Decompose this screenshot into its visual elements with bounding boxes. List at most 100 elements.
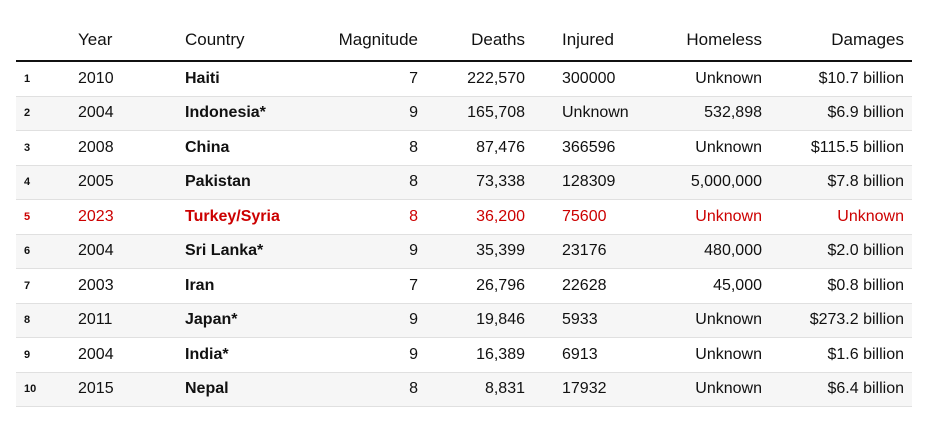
injured-cell: 128309 xyxy=(554,165,650,200)
damages-cell: $10.7 billion xyxy=(770,61,912,97)
table-row: 2 2004 Indonesia* 9 165,708 Unknown 532,898 $6.… xyxy=(16,96,912,131)
rank-cell: 5 xyxy=(16,199,70,235)
deaths-cell: 26,796 xyxy=(426,268,554,304)
table-row: 1 2010 Haiti 7 222,570 300000 Unknown $10.7 bil… xyxy=(16,61,912,97)
column-header: Magnitude xyxy=(300,20,426,62)
rank-cell: 3 xyxy=(16,130,70,166)
magnitude-cell: 7 xyxy=(300,268,426,304)
deaths-cell: 165,708 xyxy=(426,96,554,131)
deaths-cell: 36,200 xyxy=(426,199,554,235)
magnitude-cell: 7 xyxy=(300,61,426,97)
country-cell: Iran xyxy=(177,268,300,304)
magnitude-cell: 8 xyxy=(300,372,426,407)
homeless-cell: Unknown xyxy=(650,199,770,235)
column-header: Country xyxy=(177,20,300,62)
table-body: 1 2010 Haiti 7 222,570 300000 Unknown $10.7 bil… xyxy=(16,61,912,407)
homeless-cell: 45,000 xyxy=(650,268,770,304)
table-row: 10 2015 Nepal 8 8,831 17932 Unknown $6.4 billio… xyxy=(16,372,912,407)
rank-cell: 6 xyxy=(16,234,70,269)
country-cell: China xyxy=(177,130,300,166)
magnitude-cell: 8 xyxy=(300,165,426,200)
magnitude-cell: 9 xyxy=(300,96,426,131)
deaths-cell: 16,389 xyxy=(426,337,554,373)
injured-cell: 300000 xyxy=(554,61,650,97)
damages-cell: $273.2 billion xyxy=(770,303,912,338)
damages-cell: $1.6 billion xyxy=(770,337,912,373)
homeless-cell: 532,898 xyxy=(650,96,770,131)
year-cell: 2004 xyxy=(70,96,177,131)
year-cell: 2008 xyxy=(70,130,177,166)
table-row: 7 2003 Iran 7 26,796 22628 45,000 $0.8 billion xyxy=(16,268,912,304)
deaths-cell: 8,831 xyxy=(426,372,554,407)
damages-cell: $6.9 billion xyxy=(770,96,912,131)
homeless-cell: Unknown xyxy=(650,61,770,97)
rank-cell: 9 xyxy=(16,337,70,373)
homeless-cell: 5,000,000 xyxy=(650,165,770,200)
magnitude-cell: 8 xyxy=(300,199,426,235)
table-row: 3 2008 China 8 87,476 366596 Unknown $115.5 bil… xyxy=(16,130,912,166)
table-row: 5 2023 Turkey/Syria 8 36,200 75600 Unknown Unkn… xyxy=(16,199,912,235)
injured-cell: 6913 xyxy=(554,337,650,373)
table-header: Year Country Magnitude Deaths Injured Ho… xyxy=(16,20,912,62)
column-header: Year xyxy=(70,20,177,62)
homeless-cell: 480,000 xyxy=(650,234,770,269)
injured-cell: 23176 xyxy=(554,234,650,269)
injured-cell: 17932 xyxy=(554,372,650,407)
damages-cell: $2.0 billion xyxy=(770,234,912,269)
rank-cell: 10 xyxy=(16,372,70,407)
homeless-cell: Unknown xyxy=(650,372,770,407)
column-header: Damages xyxy=(770,20,912,62)
deaths-cell: 35,399 xyxy=(426,234,554,269)
homeless-cell: Unknown xyxy=(650,303,770,338)
country-cell: India* xyxy=(177,337,300,373)
country-cell: Indonesia* xyxy=(177,96,300,131)
injured-cell: Unknown xyxy=(554,96,650,131)
homeless-cell: Unknown xyxy=(650,130,770,166)
table-row: 4 2005 Pakistan 8 73,338 128309 5,000,000 $7.8 … xyxy=(16,165,912,200)
rank-cell: 2 xyxy=(16,96,70,131)
damages-cell: $6.4 billion xyxy=(770,372,912,407)
table-row: 8 2011 Japan* 9 19,846 5933 Unknown $273.2 bill… xyxy=(16,303,912,338)
rank-cell: 7 xyxy=(16,268,70,304)
earthquake-table: Year Country Magnitude Deaths Injured Ho… xyxy=(16,20,912,407)
injured-cell: 5933 xyxy=(554,303,650,338)
year-cell: 2005 xyxy=(70,165,177,200)
damages-cell: $115.5 billion xyxy=(770,130,912,166)
damages-cell: $7.8 billion xyxy=(770,165,912,200)
country-cell: Sri Lanka* xyxy=(177,234,300,269)
year-cell: 2023 xyxy=(70,199,177,235)
injured-cell: 75600 xyxy=(554,199,650,235)
magnitude-cell: 9 xyxy=(300,303,426,338)
rank-cell: 1 xyxy=(16,61,70,97)
year-cell: 2011 xyxy=(70,303,177,338)
rank-cell: 4 xyxy=(16,165,70,200)
damages-cell: Unknown xyxy=(770,199,912,235)
injured-cell: 22628 xyxy=(554,268,650,304)
year-cell: 2015 xyxy=(70,372,177,407)
damages-cell: $0.8 billion xyxy=(770,268,912,304)
country-cell: Turkey/Syria xyxy=(177,199,300,235)
column-header: Deaths xyxy=(426,20,554,62)
column-header: Homeless xyxy=(650,20,770,62)
deaths-cell: 222,570 xyxy=(426,61,554,97)
deaths-cell: 73,338 xyxy=(426,165,554,200)
year-cell: 2004 xyxy=(70,337,177,373)
table-row: 9 2004 India* 9 16,389 6913 Unknown $1.6 billio… xyxy=(16,337,912,373)
rank-header xyxy=(16,20,70,62)
magnitude-cell: 9 xyxy=(300,337,426,373)
year-cell: 2004 xyxy=(70,234,177,269)
homeless-cell: Unknown xyxy=(650,337,770,373)
country-cell: Japan* xyxy=(177,303,300,338)
injured-cell: 366596 xyxy=(554,130,650,166)
header-row: Year Country Magnitude Deaths Injured Ho… xyxy=(16,20,912,62)
country-cell: Nepal xyxy=(177,372,300,407)
column-header: Injured xyxy=(554,20,650,62)
deaths-cell: 19,846 xyxy=(426,303,554,338)
year-cell: 2003 xyxy=(70,268,177,304)
deaths-cell: 87,476 xyxy=(426,130,554,166)
country-cell: Haiti xyxy=(177,61,300,97)
magnitude-cell: 9 xyxy=(300,234,426,269)
table-row: 6 2004 Sri Lanka* 9 35,399 23176 480,000 $2.0 b… xyxy=(16,234,912,269)
country-cell: Pakistan xyxy=(177,165,300,200)
